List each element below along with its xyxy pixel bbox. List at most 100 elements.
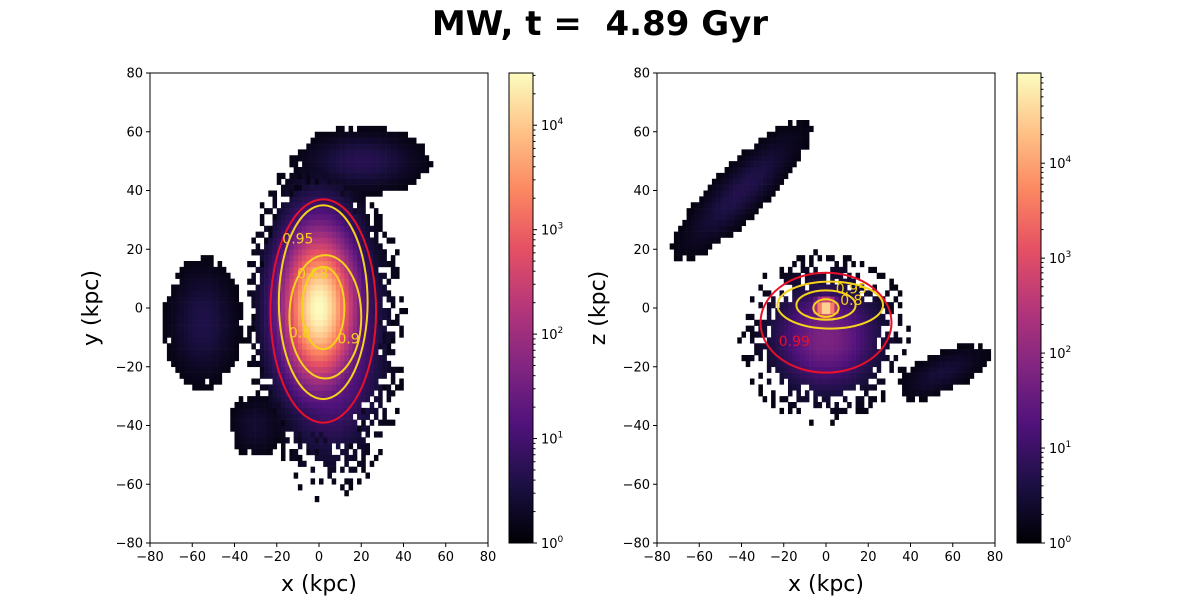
heatmap-cell: [382, 131, 387, 138]
heatmap-cell: [720, 184, 725, 191]
heatmap-cell: [369, 237, 375, 244]
heatmap-cell: [200, 302, 206, 309]
heatmap-cell: [327, 184, 332, 191]
contour-0.8: [795, 289, 857, 321]
heatmap-cell: [213, 266, 218, 274]
heatmap-cell: [327, 366, 332, 373]
heatmap-cell: [314, 261, 320, 268]
heatmap-cell: [378, 243, 383, 250]
heatmap-cell: [952, 372, 958, 379]
heatmap-cell: [327, 302, 332, 309]
heatmap-cell: [711, 178, 717, 185]
heatmap-cell: [395, 155, 400, 162]
heatmap-cell: [762, 190, 768, 197]
heatmap-cell: [931, 384, 937, 391]
heatmap-cell: [961, 355, 966, 362]
heatmap-cell: [395, 249, 400, 256]
heatmap-cell: [217, 308, 223, 315]
heatmap-cell: [272, 196, 278, 203]
heatmap-cell: [690, 255, 696, 262]
heatmap-cell: [251, 419, 256, 426]
heatmap-cell: [348, 407, 354, 415]
heatmap-cell: [361, 290, 366, 297]
heatmap-cell: [855, 296, 861, 303]
heatmap-cell: [251, 272, 256, 279]
heatmap-cell: [754, 190, 759, 197]
heatmap-cell: [247, 407, 252, 415]
heatmap-cell: [226, 355, 231, 362]
heatmap-cell: [340, 149, 345, 156]
heatmap-cell: [749, 202, 755, 209]
heatmap-cell: [771, 137, 776, 144]
heatmap-cell: [310, 249, 316, 256]
heatmap-cell: [889, 366, 894, 373]
heatmap-cell: [834, 378, 839, 385]
heatmap-cell: [357, 237, 362, 244]
heatmap-cell: [361, 167, 366, 174]
heatmap-cell: [390, 331, 396, 338]
heatmap-cell: [234, 343, 240, 350]
heatmap-cell: [386, 278, 392, 285]
heatmap-cell: [728, 219, 734, 227]
heatmap-cell: [314, 407, 320, 415]
heatmap-cell: [314, 172, 320, 180]
heatmap-cell: [796, 331, 801, 338]
heatmap-cell: [961, 366, 966, 373]
heatmap-cell: [340, 237, 345, 244]
heatmap-cell: [310, 443, 316, 450]
heatmap-cell: [864, 308, 869, 315]
heatmap-cell: [771, 402, 776, 409]
heatmap-cell: [830, 360, 835, 368]
heatmap-cell: [357, 425, 362, 432]
heatmap-cell: [183, 296, 189, 303]
heatmap-cell: [935, 372, 941, 379]
heatmap-cell: [344, 360, 349, 368]
heatmap-cell: [787, 331, 793, 338]
heatmap-cell: [699, 243, 704, 250]
heatmap-cell: [352, 131, 358, 138]
x-tick-label: 40: [395, 550, 412, 565]
heatmap-cell: [758, 143, 763, 150]
heatmap-cell: [302, 384, 307, 391]
heatmap-cell: [344, 425, 349, 432]
heatmap-cell: [809, 284, 814, 291]
heatmap-cell: [804, 120, 810, 127]
heatmap-cell: [369, 143, 375, 150]
heatmap-cell: [399, 131, 404, 138]
heatmap-cell: [196, 284, 201, 291]
heatmap-cell: [251, 355, 256, 362]
heatmap-cell: [247, 360, 252, 368]
heatmap-cell: [893, 337, 899, 344]
heatmap-cell: [838, 296, 844, 303]
heatmap-cell: [352, 384, 358, 391]
heatmap-cell: [314, 431, 320, 438]
heatmap-cell: [276, 349, 282, 356]
heatmap-cell: [179, 302, 185, 309]
heatmap-cell: [340, 125, 345, 133]
heatmap-cell: [804, 343, 810, 350]
heatmap-cell: [213, 325, 218, 332]
heatmap-cell: [289, 313, 294, 321]
heatmap-cell: [830, 384, 835, 391]
heatmap-cell: [289, 413, 294, 420]
heatmap-cell: [386, 360, 392, 368]
heatmap-cell: [758, 302, 763, 309]
heatmap-cell: [276, 413, 282, 420]
heatmap-cell: [978, 360, 983, 368]
heatmap-cell: [344, 384, 349, 391]
heatmap-cell: [766, 161, 772, 168]
heatmap-cell: [335, 319, 341, 326]
heatmap-cell: [923, 384, 928, 391]
heatmap-cell: [669, 243, 675, 250]
heatmap-cell: [162, 308, 168, 315]
heatmap-cell: [817, 390, 823, 397]
heatmap-cell: [302, 437, 307, 444]
heatmap-cell: [357, 437, 362, 444]
heatmap-cell: [357, 231, 362, 238]
heatmap-cell: [247, 278, 252, 285]
heatmap-cell: [361, 437, 366, 444]
heatmap-cell: [268, 249, 273, 256]
heatmap-cell: [813, 343, 818, 350]
heatmap-cell: [314, 143, 320, 150]
heatmap-cell: [327, 431, 332, 438]
